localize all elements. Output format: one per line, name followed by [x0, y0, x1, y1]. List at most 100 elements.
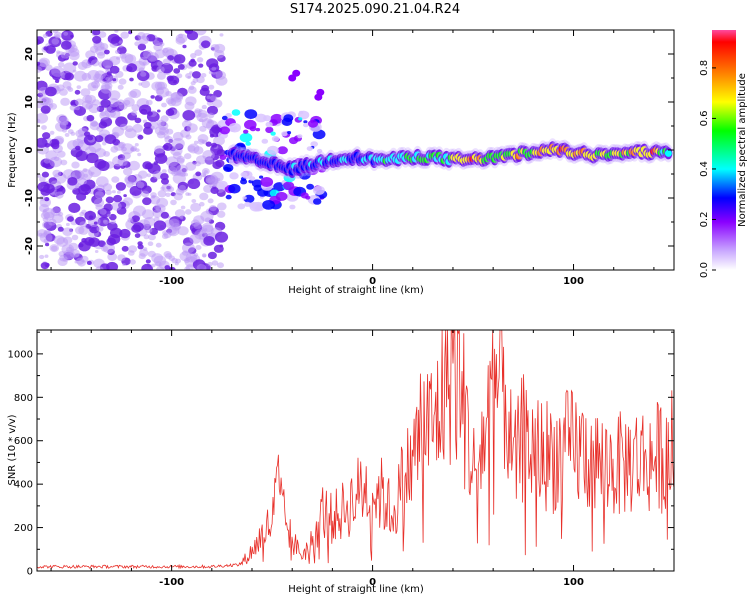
transition-blob [228, 122, 241, 133]
noise-blob [75, 150, 89, 161]
y-tick-label: 800 [14, 393, 33, 404]
noise-blob [137, 134, 144, 140]
noise-blob [42, 220, 52, 229]
noise-blob [161, 169, 167, 174]
noise-blob [210, 44, 220, 52]
noise-blob [93, 198, 105, 207]
transition-blob [219, 126, 230, 135]
noise-blob [97, 160, 110, 171]
noise-blob [143, 234, 150, 240]
noise-blob [207, 198, 214, 204]
transition-blob [265, 126, 274, 134]
noise-blob [208, 84, 215, 90]
snr-ylabel: SNR (10 * v/v) [7, 414, 18, 485]
noise-blob [186, 30, 199, 41]
noise-blob [60, 97, 70, 106]
noise-blob [42, 209, 47, 213]
noise-blob [206, 95, 211, 100]
y-tick-label: 10 [24, 95, 35, 109]
noise-blob [201, 84, 210, 92]
noise-blob [106, 237, 116, 246]
noise-blob [211, 66, 217, 71]
noise-blob [165, 108, 175, 116]
noise-blob [211, 142, 218, 148]
noise-blob [196, 264, 207, 270]
noise-blob [104, 134, 117, 145]
y-tick-label: -20 [24, 237, 35, 255]
noise-blob [210, 187, 219, 194]
noise-blob [95, 176, 109, 188]
transition-blob [244, 109, 258, 119]
transition-blob [237, 203, 246, 210]
transition-blob [259, 175, 264, 179]
noise-blob [193, 146, 204, 155]
noise-blob [117, 84, 124, 90]
noise-blob [215, 159, 225, 168]
noise-blob [107, 33, 120, 44]
noise-blob [213, 90, 223, 98]
noise-blob [150, 125, 155, 130]
noise-blob [163, 134, 170, 140]
noise-blob [183, 172, 188, 177]
noise-blob [104, 49, 110, 55]
noise-blob [131, 110, 138, 116]
noise-blob [171, 257, 178, 264]
transition-blob [316, 148, 323, 154]
transition-blob [253, 184, 263, 192]
noise-blob [117, 190, 121, 194]
spectrogram-marks [37, 30, 674, 270]
noise-blob [143, 247, 148, 251]
noise-blob [191, 71, 201, 79]
noise-blob [185, 209, 192, 215]
y-tick-label: 0 [24, 146, 35, 153]
noise-blob [161, 102, 167, 108]
noise-blob [38, 59, 48, 67]
noise-blob [207, 251, 217, 260]
noise-blob [94, 191, 105, 200]
noise-blob [51, 66, 65, 77]
transition-blob [298, 117, 303, 121]
noise-blob [117, 157, 128, 167]
transition-blob [245, 141, 251, 146]
transition-blob [289, 204, 296, 210]
noise-blob [166, 75, 174, 82]
x-tick-label: 0 [369, 276, 376, 287]
noise-blob [107, 213, 111, 218]
noise-blob [143, 122, 152, 129]
noise-blob [96, 51, 106, 59]
noise-blob [147, 241, 154, 246]
noise-blob [193, 252, 199, 257]
noise-blob [163, 142, 173, 151]
transition-blob [306, 183, 314, 190]
noise-blob [45, 86, 57, 97]
colorbar-tick-label: 0.6 [699, 110, 710, 126]
noise-blob [132, 222, 144, 232]
noise-blob [41, 125, 47, 130]
noise-blob [213, 244, 224, 253]
noise-blob [75, 98, 84, 106]
transition-blob [219, 154, 227, 160]
noise-blob [138, 67, 145, 73]
noise-blob [187, 75, 191, 79]
noise-blob [60, 40, 72, 50]
noise-blob [111, 190, 116, 194]
ridge-core [664, 149, 672, 157]
noise-blob [189, 71, 193, 75]
noise-blob [174, 209, 186, 218]
noise-blob [86, 260, 92, 265]
noise-blob [114, 49, 120, 54]
noise-blob [110, 219, 116, 225]
noise-blob [177, 157, 185, 165]
transition-blob [292, 69, 301, 77]
noise-blob [147, 250, 156, 258]
noise-blob [153, 220, 167, 231]
noise-region [37, 30, 229, 270]
transition-blob [261, 138, 269, 144]
noise-blob [49, 130, 55, 135]
noise-blob [57, 226, 64, 232]
noise-blob [141, 190, 150, 198]
noise-blob [134, 233, 141, 239]
noise-blob [69, 104, 77, 111]
